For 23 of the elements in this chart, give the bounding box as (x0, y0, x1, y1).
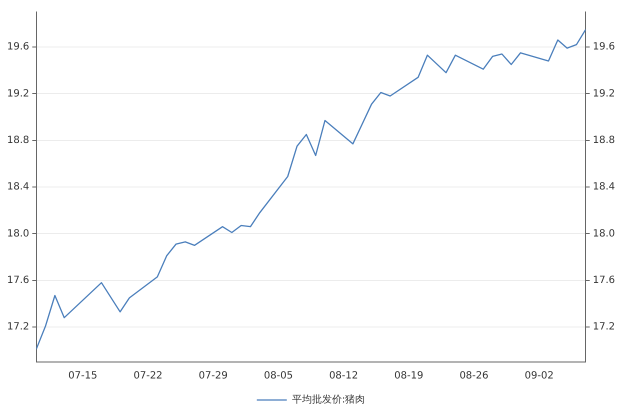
y-tick-label: 19.2 (7, 88, 30, 100)
x-tick-label: 09-02 (524, 370, 554, 382)
y2-tick-label: 19.2 (592, 88, 615, 100)
x-tick-label: 08-26 (459, 370, 489, 382)
y2-tick-label: 17.2 (592, 322, 615, 333)
x-tick-label: 08-12 (329, 370, 358, 382)
x-tick-label: 08-19 (394, 370, 424, 382)
x-tick-label: 07-29 (198, 370, 228, 382)
legend-label: 平均批发价:猪肉 (292, 394, 366, 406)
y2-tick-label: 18.0 (592, 228, 615, 240)
y-tick-label: 18.8 (7, 134, 30, 146)
y-tick-label: 18.4 (7, 182, 30, 193)
y-tick-label: 19.6 (7, 42, 30, 53)
y2-tick-label: 18.4 (592, 182, 615, 193)
x-tick-label: 07-15 (68, 370, 98, 382)
y-tick-label: 17.6 (7, 274, 30, 286)
y-tick-label: 17.2 (7, 322, 30, 333)
y2-tick-label: 17.6 (592, 274, 615, 286)
y2-tick-label: 19.6 (592, 42, 615, 53)
y-tick-label: 18.0 (7, 228, 30, 240)
y2-tick-label: 18.8 (592, 134, 615, 146)
x-tick-label: 07-22 (133, 370, 163, 382)
x-tick-label: 08-05 (264, 370, 293, 382)
